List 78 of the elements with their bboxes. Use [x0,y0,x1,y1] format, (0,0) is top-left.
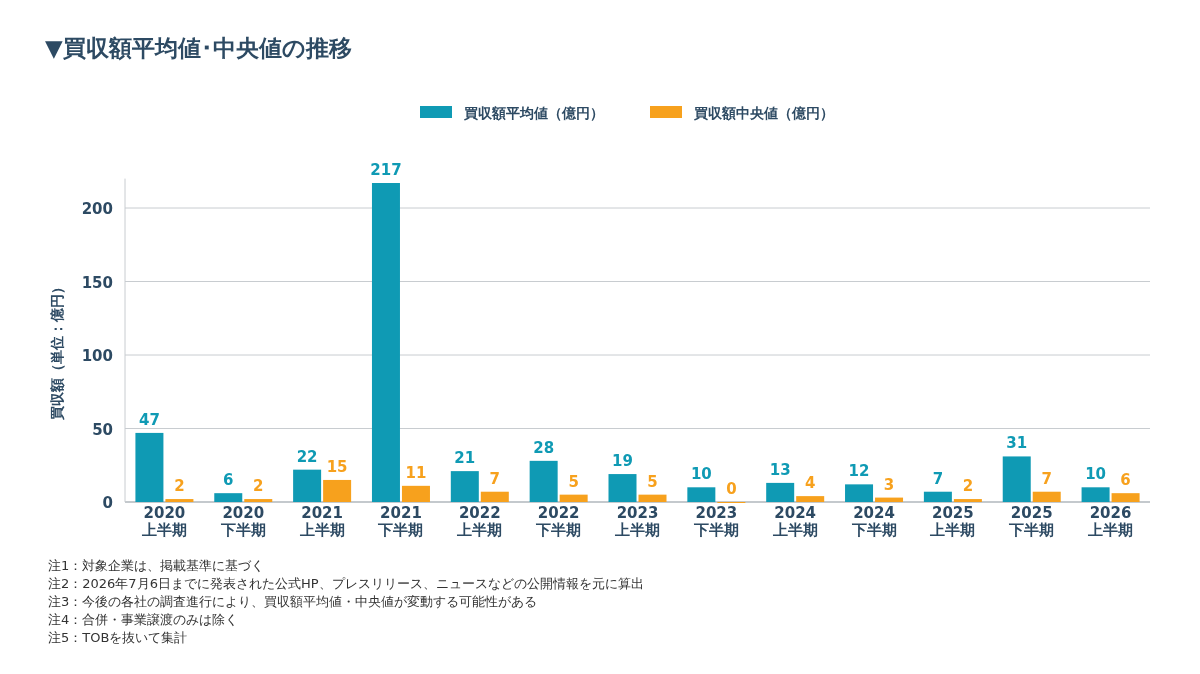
data-label: 13 [769,460,791,479]
data-label: 0 [726,480,737,498]
legend-label: 買収額平均値（億円） [463,105,604,121]
bar [796,496,825,502]
bar [480,491,509,502]
x-tick-label: 2020 上半期 [140,504,187,539]
y-tick-label: 0 [102,494,113,512]
y-tick-label: 50 [92,420,113,439]
data-label: 22 [296,447,318,466]
x-tick-label: 2025 下半期 [1008,504,1055,539]
x-tick-label: 2021 上半期 [298,504,345,539]
y-tick-label: 200 [81,200,113,218]
bar [293,469,322,502]
bar [165,499,194,502]
bar [953,499,982,502]
bar [608,474,637,502]
data-label: 11 [405,463,427,482]
bar [638,494,667,502]
x-tick-label: 2023 下半期 [692,504,739,539]
x-tick-label: 2021 下半期 [377,504,424,539]
bar [845,484,874,502]
text: 注2：2026年7月6日までに発表された公式HP、プレスリリース、ニュースなどの公開情報を元に算出 [48,576,644,591]
bar [687,487,716,502]
data-label: 28 [533,438,555,457]
data-label: 7 [932,469,944,488]
bar [875,497,904,502]
data-label: 6 [1120,471,1131,490]
x-tick-label: 2022 下半期 [535,504,582,539]
y-tick-label: 100 [81,347,113,365]
y-tick-label: 150 [81,273,113,292]
bar [371,183,400,502]
bar [1032,491,1061,502]
data-label: 10 [690,465,712,484]
data-label: 217 [370,161,402,180]
bar [450,471,479,502]
data-label: 7 [1041,469,1052,488]
bar [135,432,164,502]
bar [529,460,558,502]
data-label: 6 [223,471,234,490]
text: 注1：対象企業は、掲載基準に基づく [48,558,265,573]
data-label: 21 [454,449,476,468]
data-label: 4 [804,474,816,493]
y-axis-title: 買収額（単位：億円） [49,280,65,422]
x-tick-label: 2024 上半期 [771,504,818,539]
data-label: 2 [174,477,185,496]
x-tick-label: 2025 上半期 [929,504,976,539]
x-tick-label: 2020 下半期 [219,504,266,539]
text: 注4：合併・事業譲渡のみは除く [48,612,239,627]
data-label: 2 [253,477,264,496]
bar [559,494,588,502]
x-tick-label: 2026 上半期 [1087,504,1134,539]
data-label: 15 [326,457,348,476]
bar [766,482,795,502]
bar [401,485,430,502]
data-label: 5 [647,472,658,491]
data-label: 10 [1085,465,1107,484]
bar [244,499,273,502]
legend-label: 買収額中央値（億円） [693,105,834,121]
x-tick-label: 2022 上半期 [456,504,503,539]
data-label: 3 [883,475,895,494]
data-label: 19 [612,452,633,471]
data-label: 31 [1006,434,1028,453]
data-label: 2 [962,477,974,496]
bar [1111,493,1140,502]
bar [923,491,952,502]
data-label: 7 [489,469,501,488]
x-tick-label: 2023 上半期 [614,504,660,539]
x-tick-label: 2024 下半期 [850,504,897,539]
bar [214,493,243,502]
data-label: 12 [848,462,870,481]
chart-title: ▼買収額平均値･中央値の推移 [45,35,352,61]
text: 注3：今後の各社の調査進行により、買収額平均値・中央値が変動する可能性がある [48,594,538,609]
text: 注5：TOBを抜いて集計 [48,630,188,645]
data-label: 47 [138,410,160,429]
bar [323,479,352,502]
bar [1002,456,1031,502]
data-label: 5 [568,472,579,491]
bar [1081,487,1110,502]
